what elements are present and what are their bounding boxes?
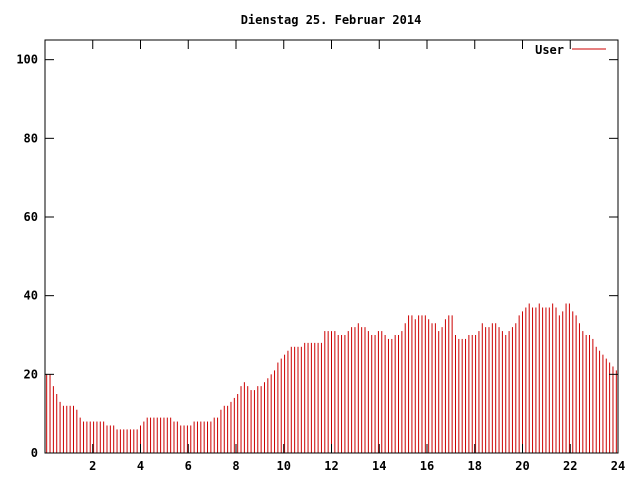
y-axis-tick-labels: 0 20 40 60 80 100 bbox=[16, 53, 38, 460]
y-tick-label: 100 bbox=[16, 53, 38, 67]
x-axis-tick-labels: 2 4 6 8 10 12 14 16 18 20 22 24 bbox=[89, 459, 625, 473]
x-tick-label: 4 bbox=[137, 459, 144, 473]
x-tick-label: 18 bbox=[468, 459, 482, 473]
chart-title: Dienstag 25. Februar 2014 bbox=[241, 13, 422, 27]
legend: User bbox=[535, 43, 606, 57]
x-tick-label: 24 bbox=[611, 459, 625, 473]
y-tick-label: 0 bbox=[31, 446, 38, 460]
y-tick-label: 20 bbox=[24, 367, 38, 381]
axis-ticks bbox=[45, 40, 619, 454]
y-tick-label: 60 bbox=[24, 210, 38, 224]
x-tick-label: 6 bbox=[185, 459, 192, 473]
x-tick-label: 20 bbox=[515, 459, 529, 473]
x-tick-label: 14 bbox=[372, 459, 386, 473]
x-tick-label: 10 bbox=[277, 459, 291, 473]
x-tick-label: 2 bbox=[89, 459, 96, 473]
x-tick-label: 22 bbox=[563, 459, 577, 473]
x-tick-label: 12 bbox=[324, 459, 338, 473]
y-tick-label: 80 bbox=[24, 131, 38, 145]
x-tick-label: 8 bbox=[232, 459, 239, 473]
x-tick-label: 16 bbox=[420, 459, 434, 473]
bar-series-user bbox=[46, 303, 617, 453]
legend-label-user: User bbox=[535, 43, 564, 57]
y-tick-label: 40 bbox=[24, 289, 38, 303]
